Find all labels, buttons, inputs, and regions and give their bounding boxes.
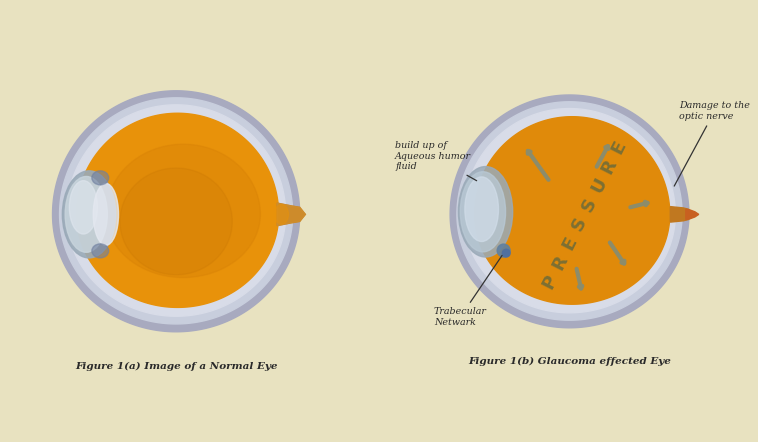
Ellipse shape	[274, 205, 289, 224]
Polygon shape	[67, 105, 286, 316]
Ellipse shape	[70, 181, 98, 234]
Text: R: R	[598, 156, 620, 177]
Text: Damage to the
optic nerve: Damage to the optic nerve	[674, 101, 750, 186]
Polygon shape	[464, 109, 675, 313]
Ellipse shape	[497, 244, 510, 257]
Ellipse shape	[92, 244, 108, 258]
Text: S: S	[568, 214, 590, 234]
Polygon shape	[450, 95, 689, 328]
Text: E: E	[559, 234, 581, 253]
Polygon shape	[52, 91, 299, 332]
Text: Figure 1(b) Glaucoma effected Eye: Figure 1(b) Glaucoma effected Eye	[468, 357, 671, 366]
Ellipse shape	[503, 249, 510, 257]
Polygon shape	[120, 168, 232, 275]
Polygon shape	[277, 203, 305, 225]
Ellipse shape	[460, 172, 506, 252]
Ellipse shape	[92, 171, 108, 185]
Ellipse shape	[62, 171, 116, 258]
Polygon shape	[77, 113, 279, 307]
Text: U: U	[587, 175, 610, 196]
Text: Figure 1(a) Image of a Normal Eye: Figure 1(a) Image of a Normal Eye	[75, 362, 277, 371]
Polygon shape	[60, 98, 293, 324]
Polygon shape	[277, 203, 305, 225]
Polygon shape	[106, 144, 261, 278]
Ellipse shape	[93, 183, 118, 245]
Text: P: P	[539, 272, 561, 291]
Polygon shape	[457, 102, 682, 320]
Text: build up of
Aqueous humor
fluid: build up of Aqueous humor fluid	[395, 141, 477, 181]
Ellipse shape	[459, 167, 512, 257]
Polygon shape	[670, 206, 694, 222]
Text: Trabecular
Netwark: Trabecular Netwark	[434, 255, 502, 327]
Text: S: S	[578, 195, 600, 215]
Text: E: E	[608, 137, 629, 157]
Polygon shape	[686, 209, 699, 220]
Polygon shape	[475, 117, 670, 304]
Ellipse shape	[65, 176, 108, 252]
Text: R: R	[549, 252, 571, 273]
Ellipse shape	[465, 177, 499, 241]
